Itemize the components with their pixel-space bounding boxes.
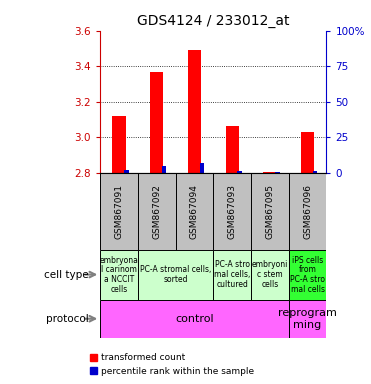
Bar xyxy=(275,172,279,173)
Bar xyxy=(124,170,129,173)
Text: iPS cells
from
PC-A stro
mal cells: iPS cells from PC-A stro mal cells xyxy=(290,255,325,294)
Text: GSM867092: GSM867092 xyxy=(152,184,161,238)
Bar xyxy=(237,170,242,173)
Title: GDS4124 / 233012_at: GDS4124 / 233012_at xyxy=(137,14,290,28)
Text: protocol: protocol xyxy=(46,314,89,324)
Text: reprogram
ming: reprogram ming xyxy=(278,308,337,329)
Text: cell type: cell type xyxy=(45,270,89,280)
Bar xyxy=(313,170,317,173)
Bar xyxy=(213,173,251,250)
Text: embryoni
c stem
cells: embryoni c stem cells xyxy=(252,260,288,289)
Bar xyxy=(112,116,126,173)
Legend: transformed count, percentile rank within the sample: transformed count, percentile rank withi… xyxy=(86,350,257,379)
Bar xyxy=(263,172,276,173)
Text: GSM867093: GSM867093 xyxy=(228,184,237,239)
Bar xyxy=(251,250,289,300)
Bar xyxy=(138,250,213,300)
Bar xyxy=(251,173,289,250)
Bar xyxy=(213,250,251,300)
Text: PC-A stro
mal cells,
cultured: PC-A stro mal cells, cultured xyxy=(214,260,250,289)
Bar xyxy=(175,173,213,250)
Bar xyxy=(200,163,204,173)
Bar xyxy=(289,173,326,250)
Text: embryona
l carinom
a NCCIT
cells: embryona l carinom a NCCIT cells xyxy=(99,255,138,294)
Text: GSM867095: GSM867095 xyxy=(265,184,275,239)
Bar xyxy=(100,173,138,250)
Bar xyxy=(289,250,326,300)
Bar xyxy=(138,173,175,250)
Text: PC-A stromal cells,
sorted: PC-A stromal cells, sorted xyxy=(140,265,211,284)
Text: GSM867094: GSM867094 xyxy=(190,184,199,238)
Bar xyxy=(301,132,314,173)
Bar xyxy=(162,166,166,173)
Text: GSM867096: GSM867096 xyxy=(303,184,312,239)
Bar xyxy=(188,50,201,173)
Text: control: control xyxy=(175,314,214,324)
Bar xyxy=(150,71,163,173)
Bar xyxy=(289,300,326,338)
Text: GSM867091: GSM867091 xyxy=(115,184,124,239)
Bar xyxy=(226,126,239,173)
Bar xyxy=(100,250,138,300)
Bar xyxy=(100,300,289,338)
